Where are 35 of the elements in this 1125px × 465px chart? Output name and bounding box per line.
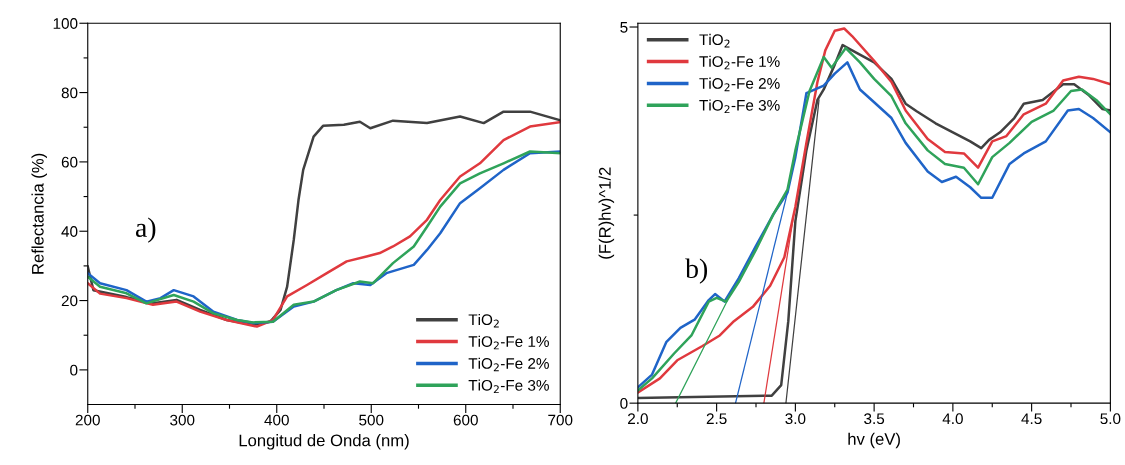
y-axis-title: (F(R)hv)^1/2 xyxy=(598,167,615,259)
x-tick-label: 3.0 xyxy=(785,413,806,425)
y-tick-label: 100 xyxy=(53,18,78,29)
x-tick-label: 5.0 xyxy=(1100,413,1121,425)
x-tick-label: 300 xyxy=(170,414,195,426)
legend-label: TiO$_{2}$-Fe 3% xyxy=(699,99,780,114)
y-axis-title: Reflectancia (%) xyxy=(31,153,47,274)
x-tick-label: 3.5 xyxy=(864,413,885,425)
y-tick-label: 60 xyxy=(61,156,78,168)
annotation: a) xyxy=(135,217,156,243)
legend-label: TiO$_{2}$-Fe 2% xyxy=(468,357,549,372)
legend-label: TiO$_{2}$-Fe 1% xyxy=(468,335,549,350)
annotation: b) xyxy=(685,258,708,284)
x-tick-label: 700 xyxy=(548,414,573,426)
x-axis-title: Longitud de Onda (nm) xyxy=(239,434,409,450)
y-tick-label: 20 xyxy=(61,295,78,307)
x-tick-label: 400 xyxy=(264,414,289,426)
x-tick-label: 500 xyxy=(359,414,384,426)
y-tick-label: 5 xyxy=(620,22,628,33)
x-tick-label: 4.0 xyxy=(942,413,963,425)
x-tick-label: 2.5 xyxy=(706,413,727,425)
legend-label: TiO$_{2}$ xyxy=(468,313,499,328)
legend-label: TiO$_{2}$ xyxy=(699,33,730,48)
y-tick-label: 0 xyxy=(620,398,628,409)
legend-label: TiO$_{2}$-Fe 2% xyxy=(699,77,780,92)
x-tick-label: 200 xyxy=(75,414,100,426)
y-tick-label: 80 xyxy=(61,87,78,99)
legend-label: TiO$_{2}$-Fe 1% xyxy=(699,55,780,70)
legend-label: TiO$_{2}$-Fe 3% xyxy=(468,379,549,394)
x-axis-title: hv (eV) xyxy=(848,432,900,449)
x-tick-label: 4.5 xyxy=(1021,413,1042,425)
x-tick-label: 600 xyxy=(453,414,478,426)
y-tick-label: 40 xyxy=(61,226,78,237)
x-tick-label: 2.0 xyxy=(628,413,648,425)
y-tick-label: 0 xyxy=(70,364,78,376)
